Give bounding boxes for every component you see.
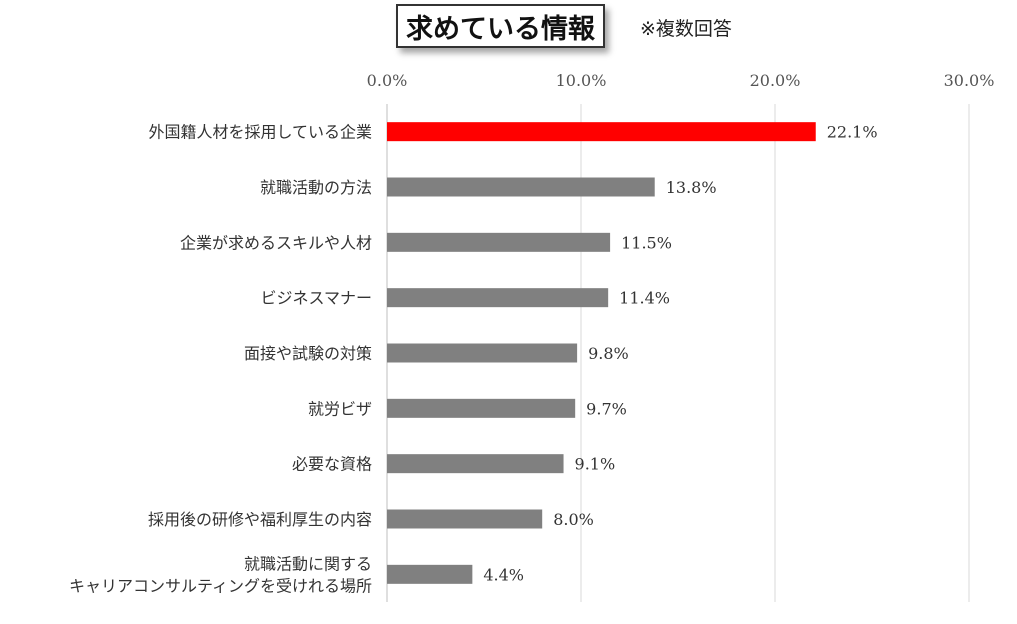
chart-title-text: 求めている情報 bbox=[406, 13, 595, 45]
bar bbox=[387, 122, 816, 142]
bar bbox=[387, 454, 564, 474]
bar bbox=[387, 564, 473, 584]
category-label: 面接や試験の対策 bbox=[244, 344, 372, 363]
category-label: 就労ビザ bbox=[308, 399, 372, 418]
category-label: 就職活動の方法 bbox=[260, 178, 372, 197]
category-label: 企業が求めるスキルや人材 bbox=[180, 233, 372, 252]
x-tick-label: 10.0% bbox=[556, 71, 607, 90]
data-label: 8.0% bbox=[553, 510, 594, 529]
x-tick-label: 20.0% bbox=[750, 71, 801, 90]
bar bbox=[387, 288, 609, 308]
data-label: 9.8% bbox=[588, 344, 629, 363]
data-label: 4.4% bbox=[483, 565, 524, 584]
data-label: 9.1% bbox=[575, 455, 616, 474]
bar bbox=[387, 509, 543, 529]
multiple-answer-note: ※複数回答 bbox=[640, 18, 732, 40]
bar bbox=[387, 398, 576, 418]
category-label: 必要な資格 bbox=[292, 455, 372, 474]
data-label: 11.5% bbox=[621, 233, 672, 252]
data-label: 13.8% bbox=[666, 178, 717, 197]
x-tick-label: 30.0% bbox=[944, 71, 995, 90]
data-label: 11.4% bbox=[619, 289, 670, 308]
chart-title: 求めている情報 bbox=[396, 4, 605, 48]
data-label: 9.7% bbox=[586, 399, 627, 418]
category-label: ビジネスマナー bbox=[260, 289, 372, 308]
bar bbox=[387, 232, 611, 252]
data-label: 22.1% bbox=[827, 123, 878, 142]
x-tick-label: 0.0% bbox=[367, 71, 408, 90]
category-label: 就職活動に関する bbox=[244, 554, 372, 573]
category-label: 外国籍人材を採用している企業 bbox=[148, 123, 372, 142]
bar bbox=[387, 343, 578, 363]
category-label: 採用後の研修や福利厚生の内容 bbox=[148, 510, 372, 529]
bar bbox=[387, 177, 655, 197]
category-label: キャリアコンサルティングを受けれる場所 bbox=[69, 576, 372, 595]
